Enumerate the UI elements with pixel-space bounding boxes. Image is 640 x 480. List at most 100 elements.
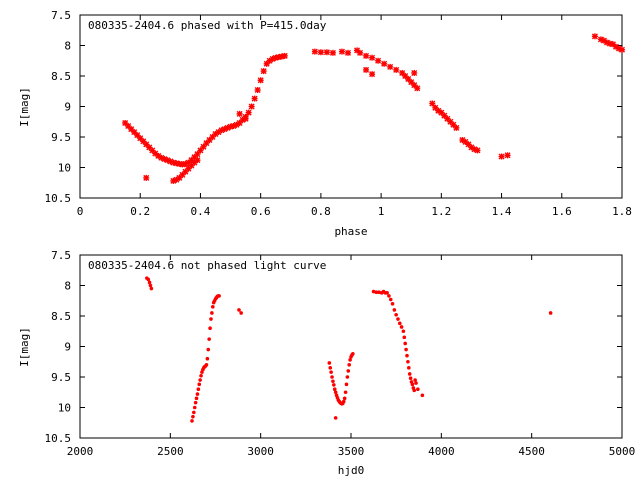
data-point <box>387 63 394 70</box>
data-point <box>405 353 409 358</box>
y-tick-label: 10 <box>58 162 71 175</box>
data-point <box>254 87 261 94</box>
x-tick-label: 3000 <box>247 445 274 458</box>
data-point <box>191 159 198 166</box>
x-tick-label: 0.8 <box>311 205 331 218</box>
y-tick-label: 8 <box>64 40 71 53</box>
data-point <box>397 321 402 326</box>
data-point <box>351 352 355 356</box>
data-point <box>377 290 381 295</box>
data-point <box>338 48 345 55</box>
data-point <box>346 369 351 373</box>
data-point <box>193 400 198 405</box>
x-tick-label: 0.2 <box>130 205 150 218</box>
data-point <box>416 387 420 392</box>
x-tick-label: 4000 <box>428 445 455 458</box>
data-point <box>236 110 243 117</box>
data-point <box>411 69 418 76</box>
data-point <box>414 85 421 92</box>
data-point <box>369 54 376 61</box>
y-tick-label: 9.5 <box>51 371 71 384</box>
data-point <box>390 302 395 306</box>
x-tick-label: 1 <box>378 205 385 218</box>
data-point <box>357 49 364 56</box>
x-tick-label: 1.6 <box>552 205 572 218</box>
axis-ticks <box>79 14 623 199</box>
data-point <box>210 305 215 309</box>
data-point <box>392 308 397 312</box>
y-axis-label: I[mag] <box>18 327 31 367</box>
data-point <box>344 49 351 56</box>
y-tick-label: 8.5 <box>51 310 71 323</box>
data-point <box>248 103 255 110</box>
data-point <box>396 317 400 321</box>
x-axis-label: phase <box>334 225 367 238</box>
data-point <box>381 60 388 67</box>
data-point <box>411 82 418 89</box>
data-point <box>147 280 152 285</box>
data-point <box>207 337 211 341</box>
data-point <box>143 174 150 181</box>
data-point <box>408 376 413 381</box>
data-point <box>498 153 505 160</box>
data-point <box>245 109 252 116</box>
data-point <box>548 311 553 315</box>
data-point <box>329 49 336 56</box>
data-point <box>406 359 410 364</box>
data-point <box>407 372 412 376</box>
data-point <box>239 311 243 315</box>
data-point <box>192 410 196 415</box>
data-point <box>197 382 202 387</box>
data-point <box>393 66 400 73</box>
data-point <box>342 396 347 401</box>
data-point <box>257 77 264 84</box>
data-point <box>194 157 201 164</box>
data-point <box>410 382 415 387</box>
data-point <box>205 356 210 361</box>
x-tick-label: 2500 <box>157 445 184 458</box>
data-point <box>407 366 411 370</box>
data-point <box>204 363 209 367</box>
x-tick-label: 5000 <box>609 445 636 458</box>
data-point <box>328 366 333 370</box>
data-point <box>191 414 195 419</box>
data-point <box>251 95 258 102</box>
data-point <box>394 312 398 317</box>
data-point <box>347 363 351 367</box>
data-point <box>399 325 404 329</box>
data-point <box>190 419 194 423</box>
data-point <box>453 124 460 131</box>
data-point <box>208 326 212 331</box>
x-tick-label: 1.2 <box>431 205 451 218</box>
data-point <box>375 57 382 64</box>
data-point <box>504 152 511 159</box>
data-point <box>333 416 338 420</box>
data-point <box>331 379 335 384</box>
data-point <box>363 66 370 73</box>
x-tick-label: 0 <box>77 205 84 218</box>
data-point <box>591 33 598 40</box>
data-point <box>260 68 267 75</box>
data-point <box>242 115 249 122</box>
data-point <box>348 358 352 362</box>
data-point <box>209 317 213 321</box>
x-tick-label: 2000 <box>67 445 94 458</box>
data-point <box>345 375 350 379</box>
y-tick-label: 9 <box>64 341 71 354</box>
data-point <box>206 347 211 352</box>
data-point <box>333 390 338 395</box>
chart-title: 080335-2404.6 not phased light curve <box>88 259 326 272</box>
y-tick-label: 10 <box>58 402 71 415</box>
data-point <box>371 289 376 294</box>
data-point <box>323 49 330 56</box>
data-point <box>217 294 221 298</box>
data-point <box>414 381 418 385</box>
y-tick-label: 8 <box>64 280 71 293</box>
data-point <box>420 393 425 398</box>
data-point <box>146 277 151 282</box>
data-point <box>413 378 417 382</box>
data-point <box>196 387 201 392</box>
y-tick-label: 10.5 <box>45 432 72 445</box>
y-tick-label: 9.5 <box>51 131 71 144</box>
data-point <box>403 341 408 346</box>
